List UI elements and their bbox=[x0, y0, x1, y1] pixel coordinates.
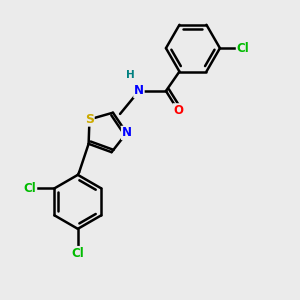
Text: O: O bbox=[173, 104, 183, 117]
Text: Cl: Cl bbox=[71, 247, 84, 260]
Text: H: H bbox=[127, 70, 135, 80]
Text: S: S bbox=[85, 113, 94, 126]
Text: N: N bbox=[134, 85, 144, 98]
Text: N: N bbox=[122, 126, 132, 140]
Text: Cl: Cl bbox=[24, 182, 37, 195]
Text: Cl: Cl bbox=[236, 42, 249, 55]
